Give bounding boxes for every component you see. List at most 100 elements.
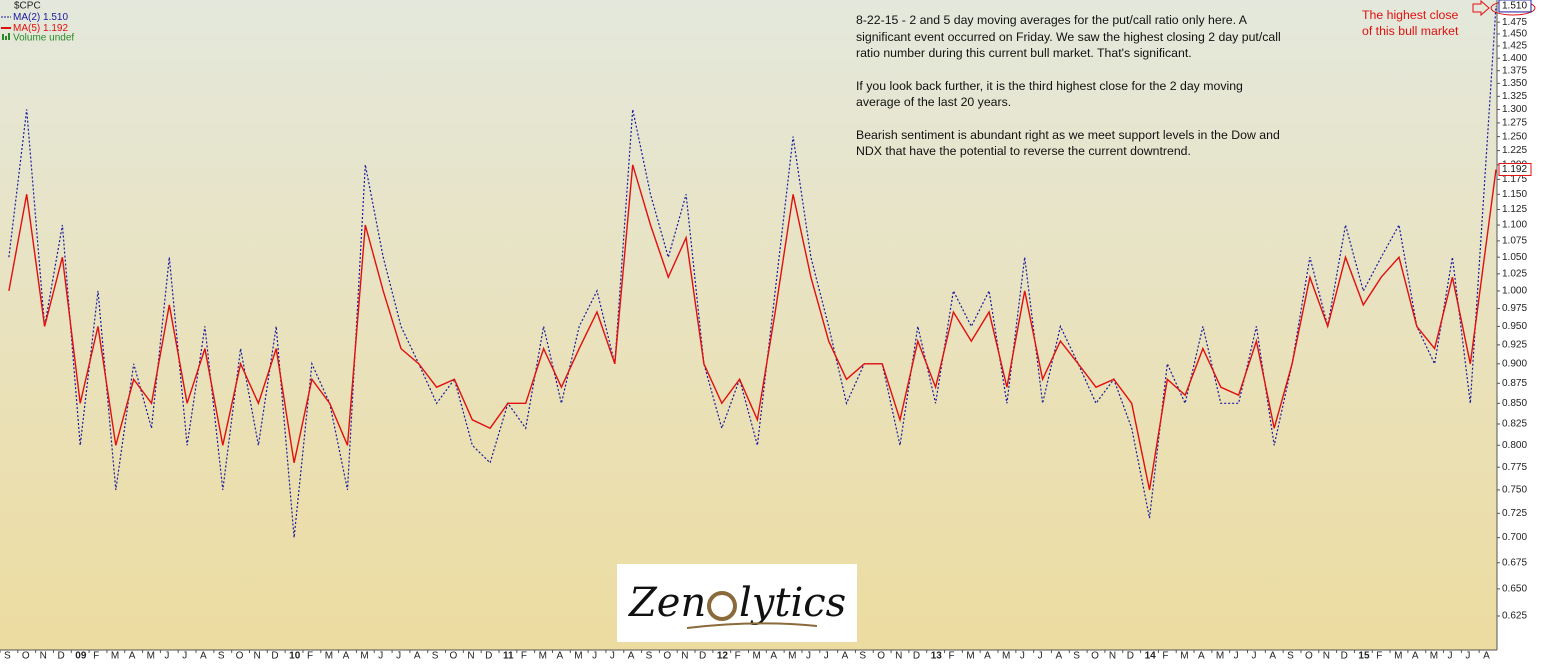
y-tick-label: 1.175 xyxy=(1502,174,1527,185)
x-tick-label: S xyxy=(432,651,439,661)
y-tick-label: 1.425 xyxy=(1502,41,1527,52)
y-tick-label: 1.325 xyxy=(1502,91,1527,102)
x-tick-label: N xyxy=(467,651,474,661)
annotation-paragraph: 8-22-15 - 2 and 5 day moving averages fo… xyxy=(856,13,1281,60)
x-tick-label: J xyxy=(1234,651,1239,661)
x-tick-label: S xyxy=(4,651,11,661)
legend-entry: Volume undef xyxy=(13,33,74,44)
x-tick-label: J xyxy=(1448,651,1453,661)
annotation-paragraph: If you look back further, it is the thir… xyxy=(856,78,1243,110)
y-tick-label: 0.875 xyxy=(1502,378,1527,389)
logo-ring xyxy=(707,591,737,621)
callout-line: The highest close xyxy=(1362,8,1459,22)
x-tick-label: J xyxy=(806,651,811,661)
x-tick-label: S xyxy=(1287,651,1294,661)
x-tick-label: J xyxy=(1465,651,1470,661)
x-tick-label: A xyxy=(1055,651,1062,661)
legend-swatch xyxy=(2,34,4,40)
x-tick-label: O xyxy=(663,651,671,661)
y-tick-label: 0.850 xyxy=(1502,398,1527,409)
x-tick-label: N xyxy=(254,651,261,661)
x-tick-label: S xyxy=(859,651,866,661)
y-tick-label: 1.150 xyxy=(1502,189,1527,200)
y-tick-label: 1.400 xyxy=(1502,53,1527,64)
logo-graphic: Zen lytics xyxy=(627,580,846,629)
x-tick-label: M xyxy=(753,651,761,661)
x-tick-label: 11 xyxy=(503,651,514,661)
x-tick-label: M xyxy=(147,651,155,661)
y-tick-label: 0.750 xyxy=(1502,485,1527,496)
x-tick-label: N xyxy=(1109,651,1116,661)
last-value-label: 1.192 xyxy=(1502,164,1527,175)
logo-text: lytics xyxy=(739,580,846,626)
y-tick-label: 1.050 xyxy=(1502,252,1527,263)
y-tick-label: 1.000 xyxy=(1502,286,1527,297)
x-tick-label: M xyxy=(1002,651,1010,661)
x-tick-label: 09 xyxy=(75,651,87,661)
x-tick-label: A xyxy=(1483,651,1490,661)
x-tick-label: 13 xyxy=(931,651,943,661)
x-tick-label: F xyxy=(307,651,313,661)
x-tick-label: D xyxy=(1127,651,1134,661)
x-tick-label: M xyxy=(1180,651,1188,661)
legend-symbol: $CPC xyxy=(14,1,41,12)
x-tick-label: D xyxy=(913,651,920,661)
y-tick-label: 1.350 xyxy=(1502,78,1527,89)
x-tick-label: O xyxy=(1305,651,1313,661)
x-tick-label: O xyxy=(877,651,885,661)
last-value-box xyxy=(1498,0,1532,13)
y-tick-label: 1.275 xyxy=(1502,118,1527,129)
x-tick-label: N xyxy=(681,651,688,661)
x-tick-label: A xyxy=(200,651,207,661)
y-tick-label: 0.625 xyxy=(1502,611,1527,622)
x-tick-label: M xyxy=(360,651,368,661)
x-tick-label: M xyxy=(788,651,796,661)
x-tick-label: O xyxy=(236,651,244,661)
y-tick-label: 1.250 xyxy=(1502,131,1527,142)
x-tick-label: 14 xyxy=(1145,651,1157,661)
y-tick-label: 1.075 xyxy=(1502,236,1527,247)
x-tick-label: A xyxy=(129,651,136,661)
x-tick-label: J xyxy=(610,651,615,661)
x-tick-label: A xyxy=(628,651,635,661)
y-tick-label: 0.775 xyxy=(1502,462,1527,473)
y-tick-label: 0.675 xyxy=(1502,557,1527,568)
series-line xyxy=(8,5,1497,538)
y-tick-label: 1.125 xyxy=(1502,204,1527,215)
x-tick-label: S xyxy=(646,651,653,661)
y-tick-label: 0.650 xyxy=(1502,583,1527,594)
x-tick-label: 10 xyxy=(289,651,301,661)
x-tick-label: J xyxy=(164,651,169,661)
x-tick-label: J xyxy=(396,651,401,661)
x-tick-label: N xyxy=(895,651,902,661)
x-tick-label: J xyxy=(1020,651,1025,661)
y-tick-label: 0.975 xyxy=(1502,303,1527,314)
x-tick-label: 12 xyxy=(717,651,729,661)
x-tick-label: D xyxy=(57,651,64,661)
x-tick-label: A xyxy=(414,651,421,661)
x-tick-label: A xyxy=(556,651,563,661)
x-tick-label: D xyxy=(699,651,706,661)
x-tick-label: O xyxy=(450,651,458,661)
y-tick-label: 0.900 xyxy=(1502,358,1527,369)
x-tick-label: D xyxy=(485,651,492,661)
x-tick-label: M xyxy=(966,651,974,661)
x-tick-label: D xyxy=(1341,651,1348,661)
y-tick-label: 1.300 xyxy=(1502,104,1527,115)
y-tick-label: 1.375 xyxy=(1502,65,1527,76)
plot-background xyxy=(0,0,1497,650)
callout-line: of this bull market xyxy=(1362,24,1459,38)
y-tick-label: 0.825 xyxy=(1502,419,1527,430)
last-value-box xyxy=(1498,162,1532,176)
x-tick-label: A xyxy=(1198,651,1205,661)
y-tick-label: 1.475 xyxy=(1502,17,1527,28)
callout-arrow xyxy=(1472,0,1490,17)
x-tick-label: J xyxy=(378,651,383,661)
last-value-label: 1.510 xyxy=(1502,1,1527,12)
legend-swatch xyxy=(8,33,10,40)
x-tick-label: J xyxy=(182,651,187,661)
x-tick-label: A xyxy=(770,651,777,661)
logo-text: Zen xyxy=(627,580,706,626)
x-tick-label: F xyxy=(1162,651,1168,661)
y-tick-label: 0.925 xyxy=(1502,339,1527,350)
